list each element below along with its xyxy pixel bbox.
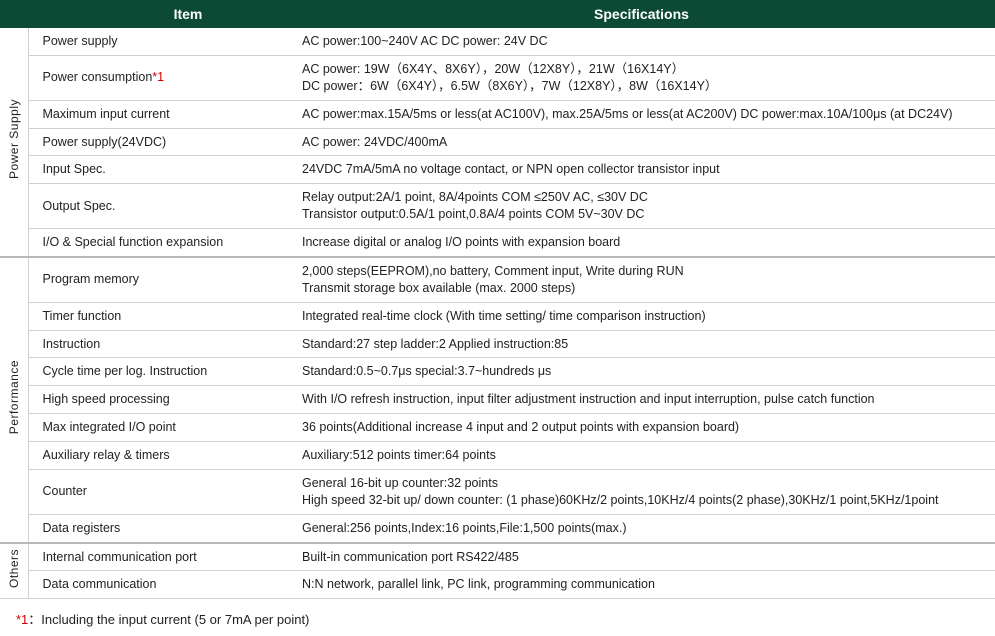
- spec-table: Item Specifications Power SupplyPower su…: [0, 0, 995, 599]
- group-cell: Others: [0, 543, 28, 599]
- item-cell: Program memory: [28, 257, 288, 302]
- item-cell: High speed processing: [28, 386, 288, 414]
- footnote-table: *1：Including the input current (5 or 7mA…: [0, 599, 995, 636]
- table-row: PerformanceProgram memory2,000 steps(EEP…: [0, 257, 995, 302]
- spec-cell: 36 points(Additional increase 4 input an…: [288, 414, 995, 442]
- table-row: High speed processingWith I/O refresh in…: [0, 386, 995, 414]
- group-label: Performance: [7, 360, 21, 434]
- item-cell: Output Spec.: [28, 184, 288, 229]
- header-spec: Specifications: [288, 0, 995, 28]
- spec-cell: General 16-bit up counter:32 pointsHigh …: [288, 469, 995, 514]
- spec-cell: AC power: 19W（6X4Y、8X6Y），20W（12X8Y），21W（…: [288, 55, 995, 100]
- spec-cell: 2,000 steps(EEPROM),no battery, Comment …: [288, 257, 995, 302]
- table-row: I/O & Special function expansionIncrease…: [0, 229, 995, 257]
- spec-cell: 24VDC 7mA/5mA no voltage contact, or NPN…: [288, 156, 995, 184]
- item-cell: Power supply: [28, 28, 288, 55]
- footnote-cell: *1：Including the input current (5 or 7mA…: [0, 599, 995, 636]
- table-row: CounterGeneral 16-bit up counter:32 poin…: [0, 469, 995, 514]
- table-row: Maximum input currentAC power:max.15A/5m…: [0, 100, 995, 128]
- group-label: Others: [7, 549, 21, 588]
- spec-cell: AC power:max.15A/5ms or less(at AC100V),…: [288, 100, 995, 128]
- spec-cell: N:N network, parallel link, PC link, pro…: [288, 571, 995, 599]
- item-cell: Internal communication port: [28, 543, 288, 571]
- spec-cell: Built-in communication port RS422/485: [288, 543, 995, 571]
- table-row: Data registersGeneral:256 points,Index:1…: [0, 514, 995, 542]
- footnote-row: *1：Including the input current (5 or 7mA…: [0, 599, 995, 636]
- spec-cell: Standard:0.5~0.7μs special:3.7~hundreds …: [288, 358, 995, 386]
- item-cell: Cycle time per log. Instruction: [28, 358, 288, 386]
- item-cell: Timer function: [28, 302, 288, 330]
- spec-cell: Auxiliary:512 points timer:64 points: [288, 442, 995, 470]
- spec-cell: Integrated real-time clock (With time se…: [288, 302, 995, 330]
- footnote-mark: *1: [16, 612, 28, 627]
- header-item: Item: [28, 0, 288, 28]
- footnote-text: ：Including the input current (5 or 7mA p…: [28, 612, 309, 627]
- item-cell: Power supply(24VDC): [28, 128, 288, 156]
- table-row: Auxiliary relay & timersAuxiliary:512 po…: [0, 442, 995, 470]
- item-cell: Data registers: [28, 514, 288, 542]
- table-row: Power supply(24VDC)AC power: 24VDC/400mA: [0, 128, 995, 156]
- spec-cell: With I/O refresh instruction, input filt…: [288, 386, 995, 414]
- spec-cell: Standard:27 step ladder:2 Applied instru…: [288, 330, 995, 358]
- group-label: Power Supply: [7, 99, 21, 179]
- item-cell: Input Spec.: [28, 156, 288, 184]
- spec-cell: General:256 points,Index:16 points,File:…: [288, 514, 995, 542]
- table-body: Power Supply Power supplyAC power:100~240…: [0, 28, 995, 599]
- spec-cell: AC power:100~240V AC DC power: 24V DC: [288, 28, 995, 55]
- table-row: Max integrated I/O point36 points(Additi…: [0, 414, 995, 442]
- table-header-row: Item Specifications: [0, 0, 995, 28]
- item-cell: Max integrated I/O point: [28, 414, 288, 442]
- spec-cell: Relay output:2A/1 point, 8A/4points COM …: [288, 184, 995, 229]
- group-cell: Power Supply: [0, 28, 28, 257]
- table-row: Output Spec.Relay output:2A/1 point, 8A/…: [0, 184, 995, 229]
- header-blank: [0, 0, 28, 28]
- item-cell: Data communication: [28, 571, 288, 599]
- table-row: Timer functionIntegrated real-time clock…: [0, 302, 995, 330]
- table-row: Power SupplyPower supplyAC power:100~240…: [0, 28, 995, 55]
- group-cell: Performance: [0, 257, 28, 543]
- spec-cell: Increase digital or analog I/O points wi…: [288, 229, 995, 257]
- item-cell: Maximum input current: [28, 100, 288, 128]
- table-row: Power consumption*1AC power: 19W（6X4Y、8X…: [0, 55, 995, 100]
- table-row: Input Spec.24VDC 7mA/5mA no voltage cont…: [0, 156, 995, 184]
- table-row: InstructionStandard:27 step ladder:2 App…: [0, 330, 995, 358]
- table-row: Cycle time per log. InstructionStandard:…: [0, 358, 995, 386]
- item-cell: I/O & Special function expansion: [28, 229, 288, 257]
- table-row: Data communicationN:N network, parallel …: [0, 571, 995, 599]
- spec-cell: AC power: 24VDC/400mA: [288, 128, 995, 156]
- item-cell: Counter: [28, 469, 288, 514]
- item-cell: Power consumption*1: [28, 55, 288, 100]
- item-cell: Auxiliary relay & timers: [28, 442, 288, 470]
- table-row: OthersInternal communication portBuilt-i…: [0, 543, 995, 571]
- item-cell: Instruction: [28, 330, 288, 358]
